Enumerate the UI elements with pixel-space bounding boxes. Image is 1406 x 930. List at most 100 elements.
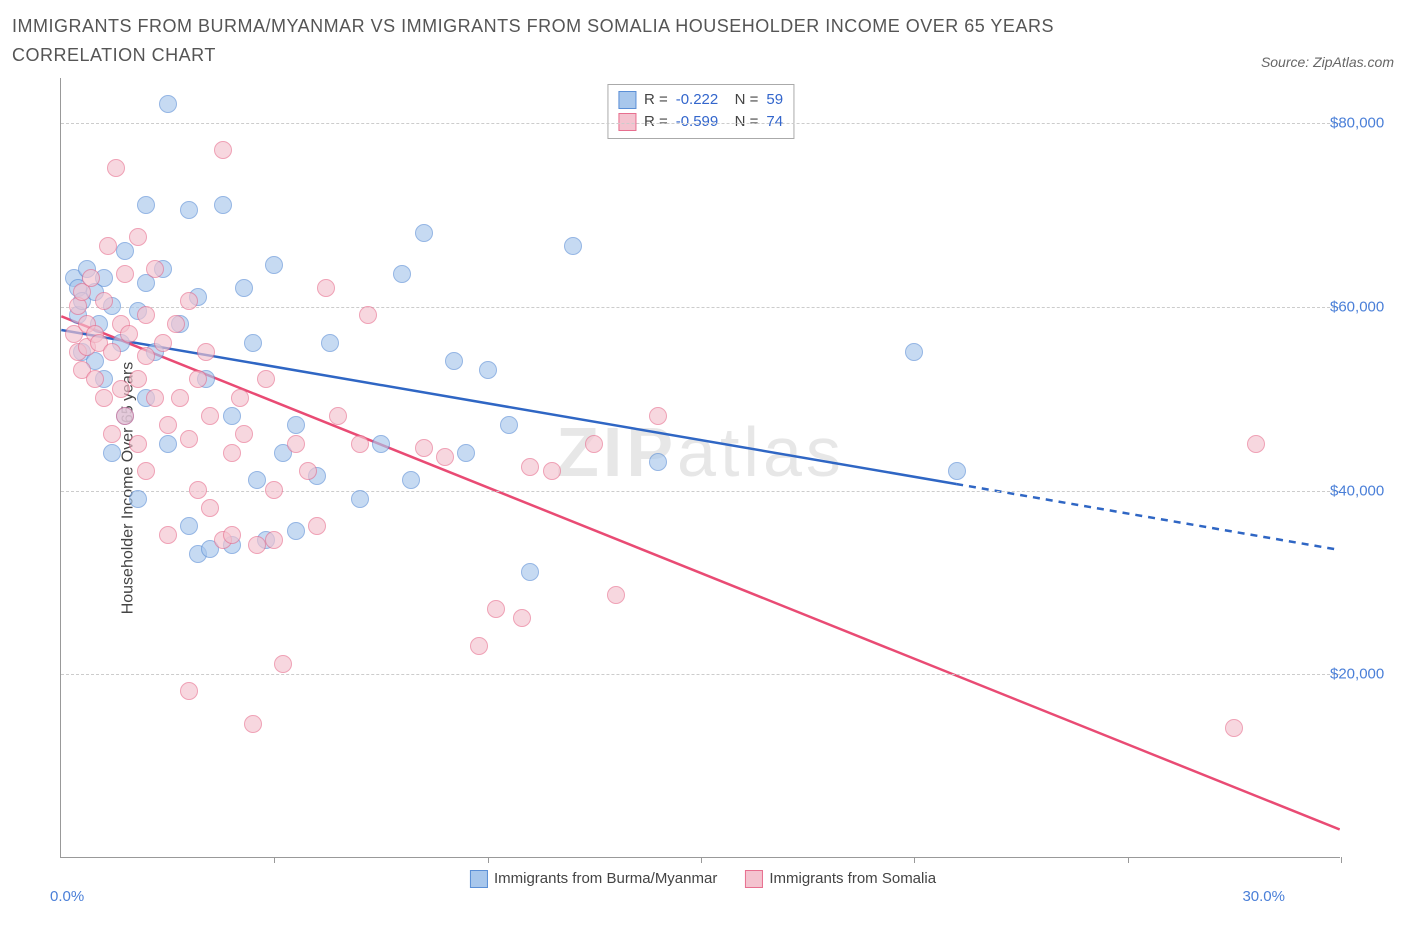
scatter-point [137,196,155,214]
scatter-point [180,292,198,310]
scatter-point [265,481,283,499]
legend-item: Immigrants from Burma/Myanmar [470,870,717,888]
header-row: IMMIGRANTS FROM BURMA/MYANMAR VS IMMIGRA… [12,12,1394,70]
scatter-point [223,526,241,544]
gridline [61,491,1340,492]
chart-title: IMMIGRANTS FROM BURMA/MYANMAR VS IMMIGRA… [12,12,1112,70]
scatter-point [415,224,433,242]
gridline [61,123,1340,124]
scatter-point [287,416,305,434]
scatter-point [189,481,207,499]
scatter-point [415,439,433,457]
x-tick [1341,857,1342,863]
scatter-point [107,159,125,177]
scatter-point [351,435,369,453]
scatter-point [197,343,215,361]
scatter-point [180,682,198,700]
scatter-point [129,490,147,508]
scatter-point [137,462,155,480]
legend-label: Immigrants from Burma/Myanmar [494,870,717,887]
scatter-point [470,637,488,655]
scatter-point [248,536,266,554]
scatter-point [445,352,463,370]
scatter-point [189,370,207,388]
scatter-point [129,370,147,388]
scatter-point [137,306,155,324]
scatter-point [564,237,582,255]
stat-legend-row: R =-0.222 N =59 [618,89,783,112]
stat-r-label: R = [644,111,668,134]
scatter-point [393,265,411,283]
scatter-point [103,444,121,462]
scatter-point [112,380,130,398]
y-tick-label: $40,000 [1330,482,1400,499]
scatter-point [487,600,505,618]
scatter-point [436,448,454,466]
scatter-point [180,201,198,219]
y-tick-label: $60,000 [1330,299,1400,316]
y-tick-label: $20,000 [1330,666,1400,683]
scatter-point [146,260,164,278]
stat-r-label: R = [644,89,668,112]
x-axis-max-label: 30.0% [1242,888,1285,905]
series-legend: Immigrants from Burma/Myanmar Immigrants … [470,870,936,888]
scatter-point [159,526,177,544]
legend-swatch [618,91,636,109]
stat-n-value: 59 [766,89,783,112]
scatter-point [167,315,185,333]
x-tick [701,857,702,863]
scatter-point [359,306,377,324]
scatter-point [103,425,121,443]
scatter-point [257,370,275,388]
scatter-point [607,586,625,604]
x-axis-min-label: 0.0% [50,888,84,905]
scatter-point [649,407,667,425]
scatter-point [905,343,923,361]
scatter-point [129,435,147,453]
scatter-point [235,279,253,297]
scatter-point [129,228,147,246]
stat-n-value: 74 [766,111,783,134]
source-label: Source: ZipAtlas.com [1261,54,1394,70]
scatter-point [321,334,339,352]
scatter-point [103,343,121,361]
scatter-point [265,256,283,274]
scatter-point [402,471,420,489]
stat-n-label: N = [726,89,758,112]
gridline [61,674,1340,675]
scatter-point [201,407,219,425]
legend-swatch [470,870,488,888]
scatter-point [159,416,177,434]
scatter-point [308,517,326,535]
regression-lines [61,78,1340,857]
scatter-point [248,471,266,489]
legend-item: Immigrants from Somalia [745,870,936,888]
regression-line-dashed [956,484,1340,550]
scatter-point [116,407,134,425]
scatter-point [231,389,249,407]
scatter-point [585,435,603,453]
scatter-point [479,361,497,379]
scatter-point [287,435,305,453]
legend-label: Immigrants from Somalia [769,870,936,887]
stat-legend: R =-0.222 N =59R =-0.599 N =74 [607,84,794,139]
scatter-point [223,407,241,425]
scatter-point [1225,719,1243,737]
x-tick [914,857,915,863]
scatter-point [180,517,198,535]
scatter-point [649,453,667,471]
stat-r-value: -0.599 [676,111,719,134]
scatter-point [265,531,283,549]
scatter-point [171,389,189,407]
scatter-point [154,334,172,352]
y-tick-label: $80,000 [1330,115,1400,132]
scatter-point [244,334,262,352]
scatter-point [457,444,475,462]
watermark: ZIPatlas [556,412,845,492]
regression-line-solid [61,330,956,484]
scatter-point [521,563,539,581]
scatter-point [287,522,305,540]
scatter-point [244,715,262,733]
scatter-point [223,444,241,462]
scatter-point [948,462,966,480]
